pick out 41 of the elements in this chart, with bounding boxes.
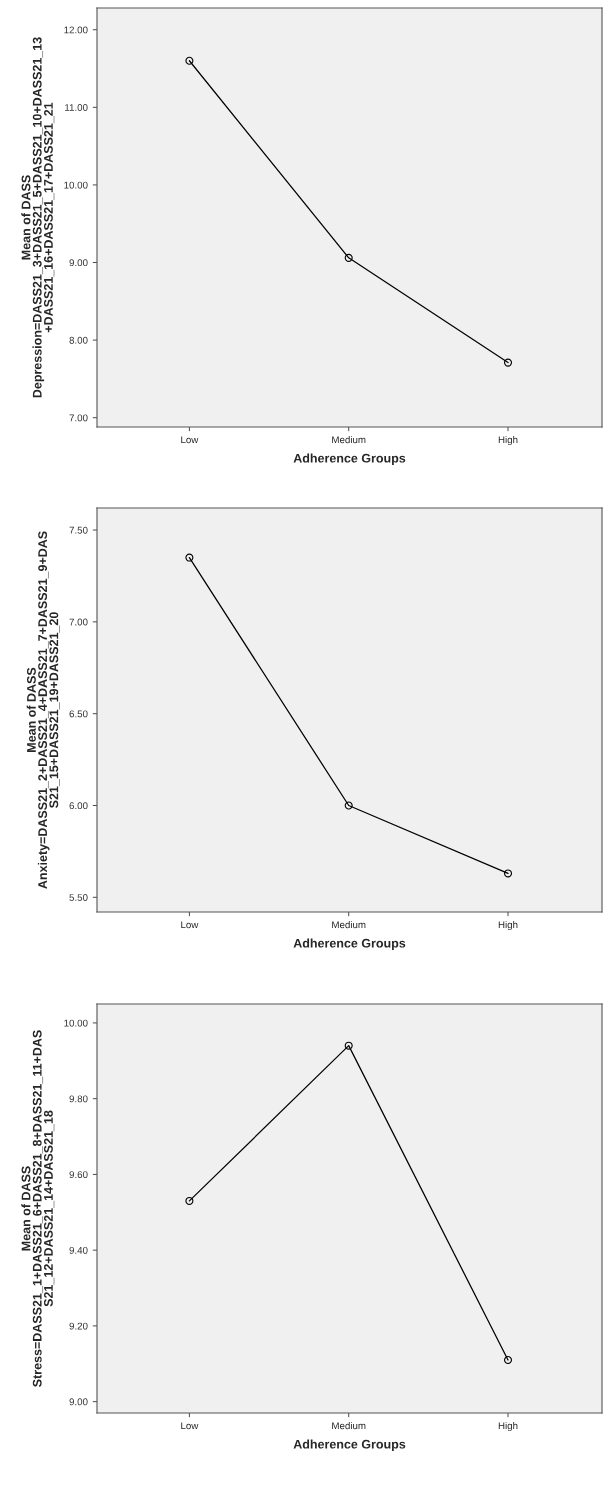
x-tick-label: Low <box>181 1422 199 1430</box>
point <box>185 56 194 65</box>
y-tick-label: 9.00 <box>69 1398 88 1406</box>
x-axis-title: Adherence Groups <box>293 453 406 466</box>
y-tick-label: 5.50 <box>69 894 88 901</box>
y-tick-label: 9.20 <box>69 1322 88 1330</box>
point <box>503 358 513 367</box>
x-tick-label: Low <box>181 921 199 929</box>
y-axis-title: Mean of DASS Depression=DASS21_3+DASS21_5+DASS21_10+DASS21_13 +DASS21_16+DASS21_17+DASS21_21 <box>21 37 55 398</box>
y-tick-label: 9.60 <box>69 1171 88 1179</box>
x-tick-label: Medium <box>332 1422 366 1430</box>
y-axis-title: Mean of DASS Stress=DASS21_1+DASS21_6+DASS21_8+DASS21_11+DAS S21_12+DASS21_14+DASS21_18 <box>21 1030 55 1387</box>
y-tick-label: 11.00 <box>65 104 88 111</box>
y-tick-label: 6.50 <box>69 710 88 718</box>
point <box>503 869 513 878</box>
y-tick-label: 7.00 <box>69 618 88 626</box>
point <box>503 1355 513 1365</box>
y-tick-label: 6.00 <box>69 802 88 810</box>
point <box>185 553 194 562</box>
y-tick-label: 7.50 <box>69 526 88 534</box>
y-tick-label: 7.00 <box>69 414 88 422</box>
x-tick-label: High <box>498 1422 518 1432</box>
x-tick-label: Medium <box>332 436 366 444</box>
x-tick-label: Medium <box>332 921 366 929</box>
x-axis-title: Adherence Groups <box>293 1439 406 1452</box>
point <box>344 801 353 810</box>
y-tick-label: 8.00 <box>69 336 88 344</box>
y-tick-label: 9.80 <box>69 1095 88 1103</box>
point <box>344 1041 353 1050</box>
point <box>344 253 353 262</box>
y-tick-label: 9.00 <box>69 259 88 267</box>
x-tick-label: High <box>498 921 518 931</box>
x-axis-title: Adherence Groups <box>293 938 406 951</box>
x-tick-label: Low <box>181 436 199 444</box>
y-tick-label: 10.00 <box>64 181 88 189</box>
y-axis-title: Mean of DASS Anxiety=DASS21_2+DASS21_4+DASS21_7+DASS21_9+DAS S21_15+DASS21_19+DASS21_20 <box>26 531 60 889</box>
y-tick-label: 10.00 <box>64 1019 88 1027</box>
point <box>185 1196 194 1205</box>
x-tick-label: High <box>498 436 518 446</box>
y-tick-label: 12.00 <box>64 26 88 34</box>
y-tick-label: 9.40 <box>69 1246 88 1254</box>
